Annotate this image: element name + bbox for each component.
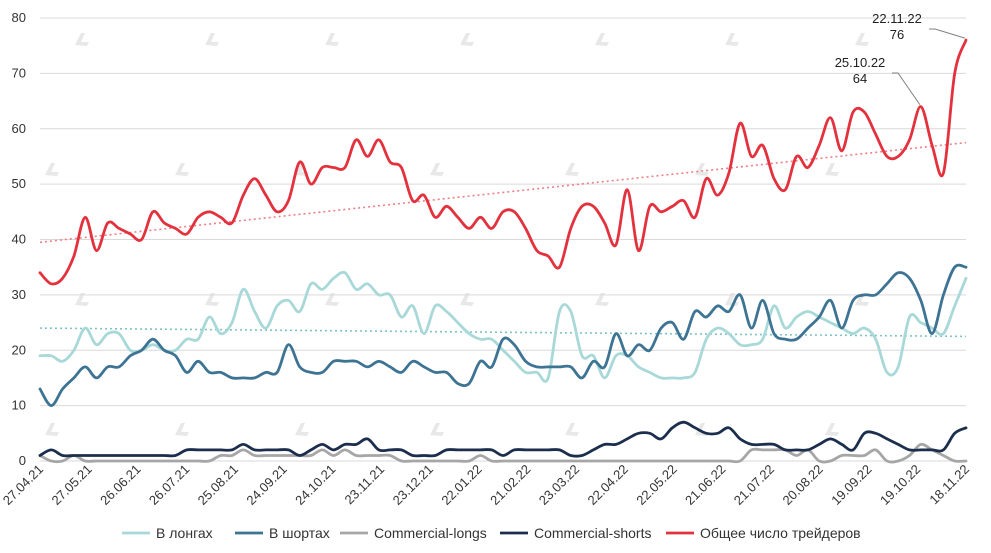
watermark-icon — [460, 33, 474, 46]
x-axis: 27.04.21 27.05.21 26.06.21 26.07.21 25.08.21… — [0, 462, 972, 508]
watermark-icon — [430, 423, 444, 436]
legend: В лонгах В шортах Commercial-longs Commerci… — [122, 525, 861, 541]
series-lines — [38, 38, 968, 464]
series-line-в-шортах — [38, 263, 968, 407]
legend-label: В шортах — [269, 525, 330, 541]
y-tick-label: 60 — [12, 121, 26, 136]
x-tick-label: 26.06.21 — [97, 462, 143, 508]
y-tick-label: 30 — [12, 287, 26, 302]
watermark-icon — [565, 163, 579, 176]
x-tick-label: 27.05.21 — [48, 462, 94, 508]
watermark-icon — [295, 423, 309, 436]
y-tick-label: 50 — [12, 176, 26, 191]
trendline-общее-число-трейдеров — [39, 141, 967, 244]
annotation-date: 22.11.22 — [872, 11, 922, 26]
x-tick-label: 23.11.21 — [342, 462, 388, 508]
x-tick-label: 19.09.22 — [828, 462, 874, 508]
watermark-icon — [175, 163, 189, 176]
series-line-общее-число-трейдеров — [38, 38, 968, 286]
watermark-icon — [75, 293, 89, 306]
series-line-в-лонгах — [38, 270, 968, 383]
x-tick-label: 23.03.22 — [536, 462, 582, 508]
watermark-icon — [695, 163, 709, 176]
legend-label: Commercial-shorts — [534, 525, 651, 541]
annotation-value: 64 — [853, 71, 867, 86]
watermark-icon — [430, 163, 444, 176]
legend-label: Общее число трейдеров — [700, 525, 861, 541]
watermark-icon — [595, 33, 609, 46]
x-tick-label: 20.08.22 — [780, 462, 826, 508]
x-tick-label: 21.02.22 — [487, 462, 533, 508]
series-line-commercial-longs — [38, 442, 968, 464]
x-tick-label: 24.10.21 — [292, 462, 338, 508]
y-tick-label: 10 — [12, 398, 26, 413]
watermark-icon — [205, 33, 219, 46]
watermark-icon — [75, 33, 89, 46]
annotation-date: 25.10.22 — [835, 55, 886, 70]
legend-label: В лонгах — [156, 525, 213, 541]
watermark-icon — [855, 293, 869, 306]
watermark-icon — [45, 423, 59, 436]
series-line-commercial-shorts — [38, 420, 968, 458]
watermark-icon — [325, 293, 339, 306]
annotation-leader-line — [929, 28, 966, 39]
x-tick-label: 26.07.21 — [146, 462, 192, 508]
x-tick-label: 22.04.22 — [585, 462, 631, 508]
legend-label: Commercial-longs — [374, 525, 487, 541]
watermark-layer — [45, 33, 869, 436]
x-tick-label: 21.06.22 — [682, 462, 728, 508]
watermark-icon — [725, 33, 739, 46]
y-tick-label: 20 — [12, 342, 26, 357]
watermark-icon — [595, 293, 609, 306]
x-tick-label: 22.05.22 — [633, 462, 679, 508]
trendline-в-лонгах — [39, 327, 967, 338]
x-tick-label: 22.01.22 — [438, 462, 484, 508]
x-tick-label: 19.10.22 — [877, 462, 923, 508]
watermark-icon — [565, 423, 579, 436]
x-tick-label: 25.08.21 — [195, 462, 241, 508]
y-tick-label: 80 — [12, 10, 26, 25]
y-tick-label: 0 — [19, 453, 26, 468]
watermark-icon — [175, 423, 189, 436]
annotation-leader-line — [892, 72, 921, 105]
watermark-icon — [855, 33, 869, 46]
x-tick-label: 27.04.21 — [0, 462, 46, 508]
watermark-icon — [725, 293, 739, 306]
y-tick-label: 40 — [12, 232, 26, 247]
watermark-icon — [825, 423, 839, 436]
watermark-icon — [45, 163, 59, 176]
gridlines — [40, 17, 966, 462]
x-tick-label: 18.11.22 — [926, 462, 972, 508]
watermark-icon — [205, 293, 219, 306]
watermark-icon — [325, 33, 339, 46]
watermark-icon — [825, 163, 839, 176]
x-tick-label: 24.09.21 — [243, 462, 289, 508]
x-tick-label: 21.07.22 — [731, 462, 777, 508]
annotation-value: 76 — [890, 27, 904, 42]
x-tick-label: 23.12.21 — [390, 462, 436, 508]
y-axis: 0 10 20 30 40 50 60 70 80 — [12, 10, 26, 468]
y-tick-label: 70 — [12, 65, 26, 80]
watermark-icon — [460, 293, 474, 306]
